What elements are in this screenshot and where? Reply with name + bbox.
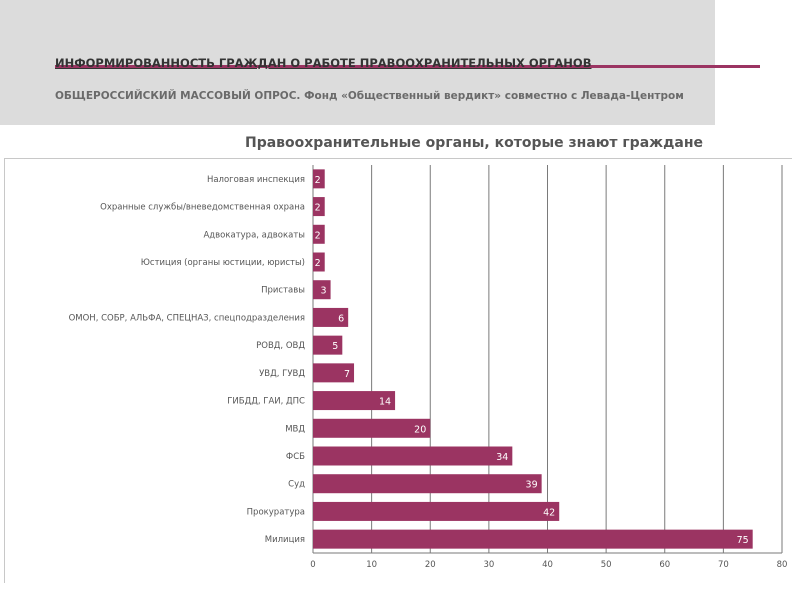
- data-label: 42: [543, 507, 555, 518]
- chart-title: Правоохранительные органы, которые знают…: [245, 135, 704, 151]
- data-label: 20: [414, 424, 426, 435]
- bar: [313, 252, 325, 272]
- bar: [313, 391, 396, 411]
- bar: [313, 363, 355, 383]
- bar: [313, 474, 542, 494]
- x-tick-label: 10: [366, 560, 377, 570]
- category-label: Приставы: [261, 286, 305, 296]
- data-label: 75: [737, 535, 749, 546]
- data-label: 2: [315, 230, 321, 241]
- bar: [313, 169, 325, 189]
- x-tick-label: 50: [601, 560, 612, 570]
- bar: [313, 529, 753, 549]
- data-label: 5: [332, 341, 338, 352]
- x-tick-label: 0: [310, 560, 315, 570]
- category-label: Охранные службы/вневедомственная охрана: [100, 203, 305, 213]
- header-band: [0, 0, 715, 125]
- category-label: Адвокатура, адвокаты: [203, 230, 305, 240]
- x-tick-label: 70: [718, 560, 729, 570]
- data-label: 2: [315, 258, 321, 269]
- category-label: УВД, ГУВД: [259, 369, 305, 379]
- category-label: ГИБДД, ГАИ, ДПС: [227, 397, 305, 407]
- bar: [313, 307, 349, 327]
- bar: [313, 501, 560, 521]
- category-label: Налоговая инспекция: [207, 175, 305, 185]
- x-tick-label: 40: [542, 560, 553, 570]
- category-label: Юстиция (органы юстиции, юристы): [141, 258, 305, 268]
- page-subtitle: ОБЩЕРОССИЙСКИЙ МАССОВЫЙ ОПРОС. Фонд «Общ…: [55, 90, 684, 102]
- x-tick-label: 30: [483, 560, 494, 570]
- bar: [313, 335, 343, 355]
- category-label: Суд: [288, 480, 305, 490]
- bar: [313, 418, 431, 438]
- data-label: 34: [496, 452, 508, 463]
- x-tick-label: 80: [777, 560, 788, 570]
- category-label: РОВД, ОВД: [256, 341, 305, 351]
- accent-line: [55, 65, 760, 68]
- chart-frame: [4, 158, 792, 583]
- category-label: ФСБ: [286, 452, 305, 462]
- category-label: Милиция: [265, 535, 305, 545]
- page-title: ИНФОРМИРОВАННОСТЬ ГРАЖДАН О РАБОТЕ ПРАВО…: [55, 56, 592, 70]
- data-label: 2: [315, 203, 321, 214]
- x-tick-label: 60: [659, 560, 670, 570]
- bar: [313, 197, 325, 217]
- x-tick-label: 20: [425, 560, 436, 570]
- category-label: МВД: [285, 424, 305, 434]
- data-label: 14: [379, 397, 391, 408]
- bar: [313, 224, 325, 244]
- bar: [313, 446, 513, 466]
- category-label: ОМОН, СОБР, АЛЬФА, СПЕЦНАЗ, спецподразде…: [69, 313, 305, 323]
- category-label: Прокуратура: [247, 507, 305, 517]
- data-label: 2: [315, 175, 321, 186]
- data-label: 6: [338, 313, 344, 324]
- data-label: 3: [321, 286, 327, 297]
- bar: [313, 280, 331, 300]
- data-label: 39: [526, 480, 538, 491]
- data-label: 7: [344, 369, 350, 380]
